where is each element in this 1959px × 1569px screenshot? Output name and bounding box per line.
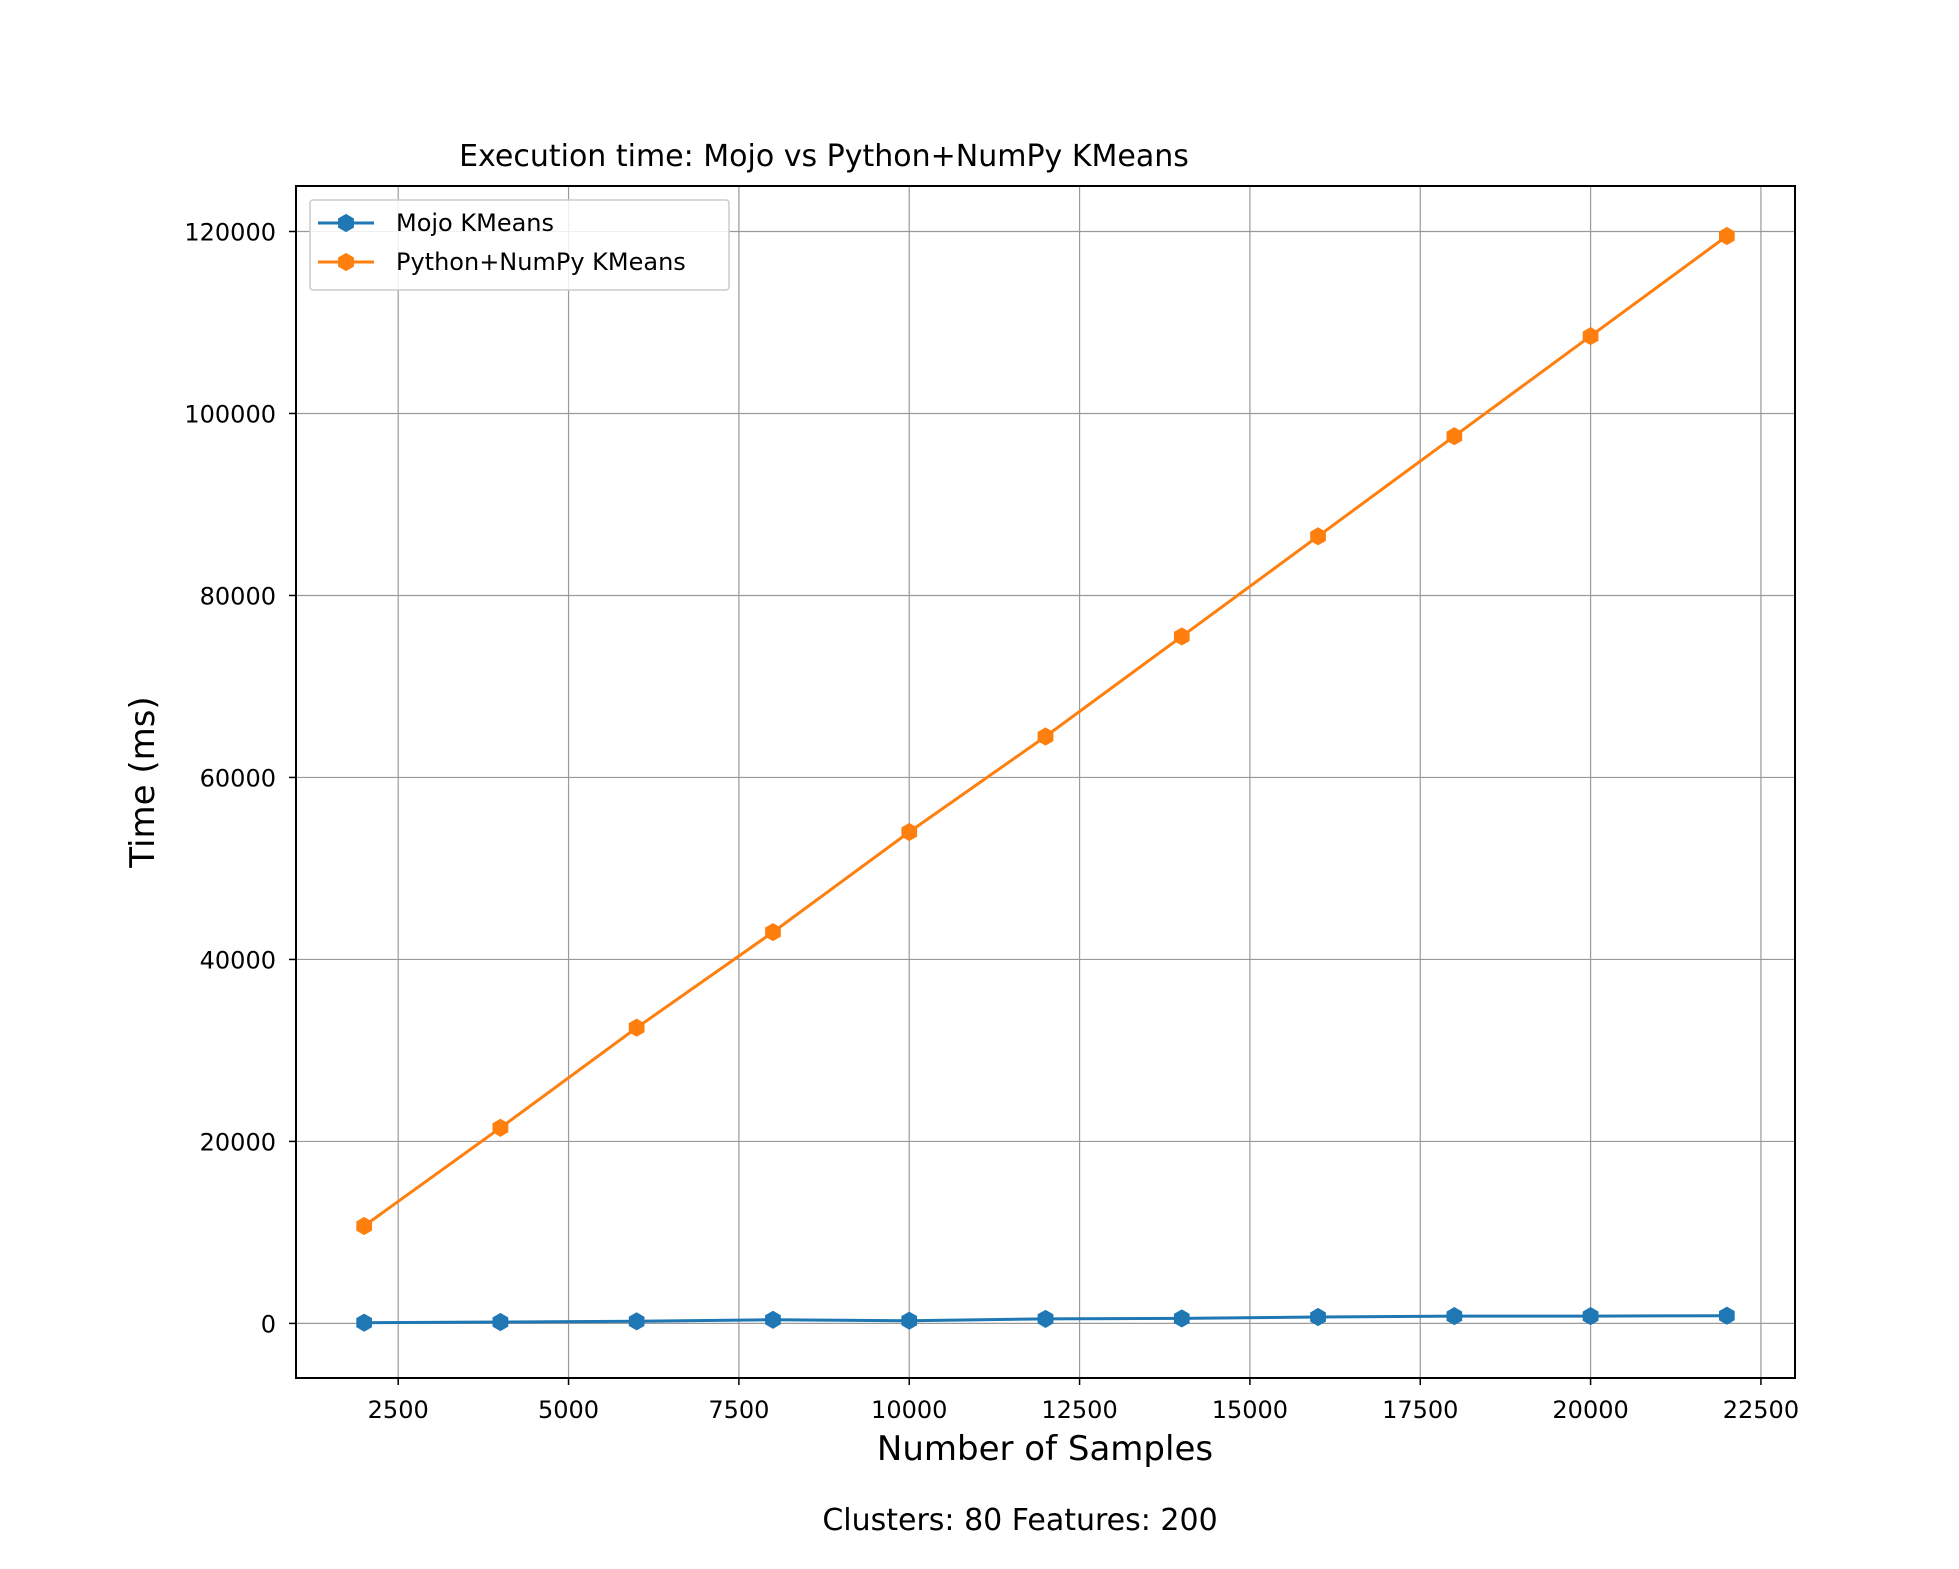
data-point-mojo-kmeans: [1037, 1309, 1054, 1328]
x-tick-label: 7500: [708, 1396, 769, 1424]
y-tick-label: 40000: [200, 946, 276, 974]
data-point-mojo-kmeans: [1719, 1306, 1735, 1325]
x-axis-label: Number of Samples: [877, 1429, 1213, 1469]
x-tick-label: 20000: [1552, 1396, 1628, 1424]
y-tick-label: 100000: [184, 400, 276, 428]
data-point-mojo-kmeans: [901, 1311, 918, 1330]
chart-title: Execution time: Mojo vs Python+NumPy KMe…: [459, 139, 1189, 174]
data-point-mojo-kmeans: [628, 1312, 645, 1331]
data-point-python-numpy-kmeans: [356, 1216, 372, 1236]
legend-box: [309, 199, 730, 291]
data-point-python-numpy-kmeans: [492, 1118, 509, 1137]
data-point-mojo-kmeans: [492, 1312, 509, 1332]
data-point-python-numpy-kmeans: [628, 1018, 645, 1037]
data-point-python-numpy-kmeans: [901, 822, 918, 842]
y-tick-label: 120000: [184, 218, 276, 246]
x-tick-label: 17500: [1382, 1396, 1458, 1424]
legend: Mojo KMeans Python+NumPy KMeans: [309, 199, 730, 291]
y-axis-label: Time (ms): [123, 696, 163, 868]
data-point-mojo-kmeans: [1310, 1307, 1326, 1327]
y-tick-label: 80000: [200, 582, 276, 610]
data-point-mojo-kmeans: [1173, 1309, 1190, 1328]
grid: [296, 186, 1795, 1378]
legend-swatch-marker: [338, 252, 354, 272]
plot-frame: [295, 185, 1796, 1379]
x-tick-label: 12500: [1041, 1396, 1117, 1424]
data-point-python-numpy-kmeans: [1582, 327, 1599, 346]
x-tick-label: 10000: [871, 1396, 947, 1424]
y-tick-label: 0: [261, 1310, 276, 1338]
x-tick-label: 5000: [538, 1396, 599, 1424]
x-tick-label: 22500: [1723, 1396, 1799, 1424]
legend-swatch-marker: [338, 213, 354, 233]
legend-label: Mojo KMeans: [396, 209, 554, 237]
data-point-python-numpy-kmeans: [765, 923, 781, 942]
y-tick-label: 20000: [200, 1128, 276, 1156]
chart-caption: Clusters: 80 Features: 200: [822, 1503, 1217, 1538]
data-point-python-numpy-kmeans: [1719, 226, 1735, 246]
data-point-mojo-kmeans: [765, 1310, 781, 1329]
series-layer: [356, 226, 1735, 1332]
data-point-mojo-kmeans: [1446, 1307, 1463, 1326]
data-point-python-numpy-kmeans: [1037, 727, 1054, 746]
data-point-python-numpy-kmeans: [1173, 627, 1190, 646]
legend-label: Python+NumPy KMeans: [396, 248, 686, 276]
ticks: 2500 5000 7500 10000 12500 15000 17500 20000 225…: [184, 218, 1799, 1424]
data-point-mojo-kmeans: [356, 1313, 372, 1332]
x-tick-label: 2500: [368, 1396, 429, 1424]
y-tick-label: 60000: [200, 764, 276, 792]
data-point-python-numpy-kmeans: [1446, 427, 1463, 446]
data-point-python-numpy-kmeans: [1310, 527, 1326, 546]
data-point-mojo-kmeans: [1582, 1307, 1599, 1326]
x-tick-label: 15000: [1212, 1396, 1288, 1424]
